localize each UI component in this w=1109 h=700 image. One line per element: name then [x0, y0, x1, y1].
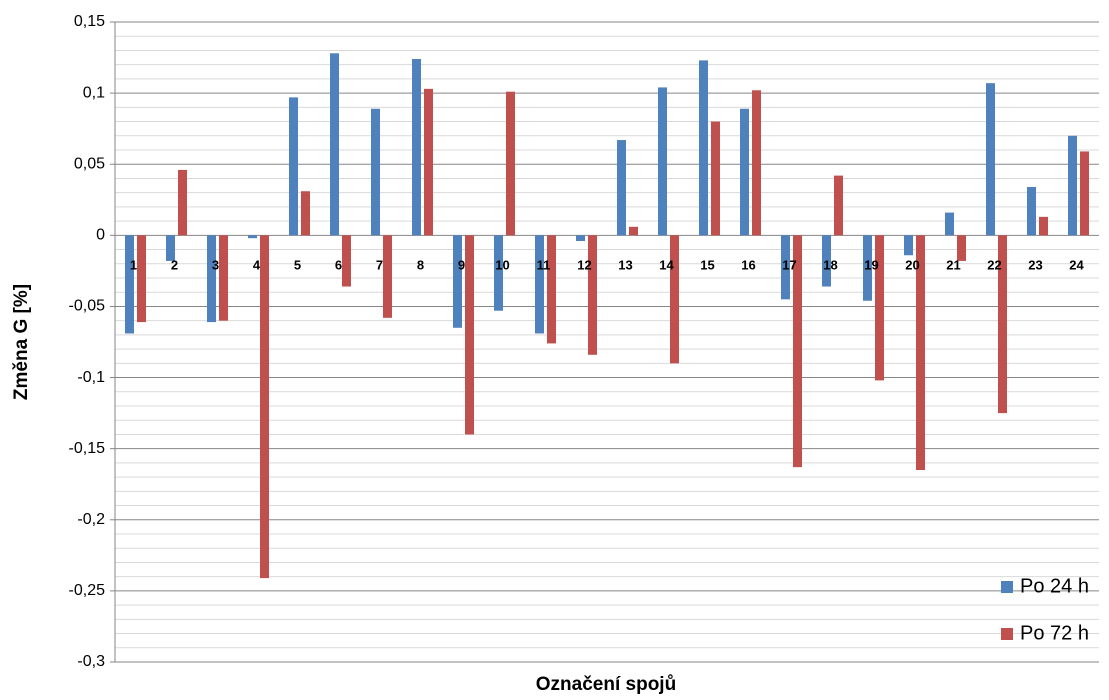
- bar: [465, 235, 474, 435]
- bar: [301, 191, 310, 236]
- x-tick-label: 8: [417, 257, 424, 272]
- bar: [137, 235, 146, 323]
- bar: [535, 235, 544, 334]
- x-tick-label: 9: [458, 257, 465, 272]
- bar: [576, 235, 585, 242]
- x-tick-label: 23: [1028, 257, 1042, 272]
- bar: [207, 235, 216, 323]
- bar: [342, 235, 351, 287]
- bar: [875, 235, 884, 381]
- bar: [506, 91, 515, 236]
- bar: [588, 235, 597, 355]
- bar: [986, 83, 995, 236]
- y-tick-label: 0,15: [74, 13, 105, 30]
- y-tick-label: -0,1: [77, 369, 105, 386]
- x-tick-label: 18: [823, 257, 837, 272]
- y-tick-label: -0,05: [69, 298, 106, 315]
- bar: [916, 235, 925, 470]
- y-tick-label: -0,25: [69, 582, 106, 599]
- bar: [617, 140, 626, 236]
- bar: [494, 235, 503, 311]
- bar: [834, 175, 843, 236]
- x-tick-label: 2: [171, 257, 178, 272]
- bar: [711, 121, 720, 236]
- y-tick-label: -0,15: [69, 440, 106, 457]
- x-axis-title: Označení spojů: [536, 674, 676, 695]
- bar: [998, 235, 1007, 414]
- x-tick-label: 16: [741, 257, 755, 272]
- x-tick-label: 20: [905, 257, 919, 272]
- y-tick-label: 0,1: [83, 84, 105, 101]
- x-tick-label: 12: [577, 257, 591, 272]
- bar: [1068, 135, 1077, 236]
- bar: [752, 90, 761, 236]
- x-tick-label: 24: [1069, 257, 1084, 272]
- y-tick-label: -0,2: [77, 511, 105, 528]
- x-tick-label: 5: [294, 257, 301, 272]
- bar: [863, 235, 872, 301]
- bar: [260, 235, 269, 579]
- x-tick-label: 22: [987, 257, 1001, 272]
- x-tick-label: 1: [130, 257, 137, 272]
- bar: [945, 212, 954, 236]
- bar: [957, 235, 966, 261]
- x-tick-label: 19: [864, 257, 878, 272]
- bar: [781, 235, 790, 300]
- bar: [658, 87, 667, 236]
- bar: [383, 235, 392, 318]
- bar: [330, 53, 339, 236]
- bar: [629, 226, 638, 236]
- bar: [166, 235, 175, 261]
- bar: [412, 58, 421, 236]
- bar: [670, 235, 679, 364]
- bar: [453, 235, 462, 328]
- bar: [248, 235, 257, 239]
- bar: [1039, 216, 1048, 236]
- bar: [699, 60, 708, 236]
- bar: [371, 108, 380, 236]
- bar: [822, 235, 831, 287]
- x-tick-label: 21: [946, 257, 960, 272]
- bar: [547, 235, 556, 344]
- x-tick-label: 14: [659, 257, 674, 272]
- legend-swatch: [1001, 581, 1013, 593]
- y-tick-label: 0,05: [74, 155, 105, 172]
- y-axis-title: Změna G [%]: [11, 284, 32, 400]
- bar: [904, 235, 913, 256]
- x-tick-label: 13: [618, 257, 632, 272]
- bar: [1080, 151, 1089, 236]
- bar: [289, 97, 298, 236]
- x-tick-label: 4: [253, 257, 261, 272]
- x-tick-label: 7: [376, 257, 383, 272]
- bar: [125, 235, 134, 334]
- x-tick-label: 17: [782, 257, 796, 272]
- x-tick-label: 6: [335, 257, 342, 272]
- legend-swatch: [1001, 628, 1013, 640]
- x-tick-label: 10: [495, 257, 509, 272]
- legend-label: Po 24 h: [1020, 575, 1089, 597]
- x-tick-label: 3: [212, 257, 219, 272]
- bar: [740, 108, 749, 236]
- x-tick-label: 11: [537, 257, 551, 272]
- bar: [793, 235, 802, 468]
- y-tick-label: -0,3: [77, 653, 105, 670]
- bar: [219, 235, 228, 321]
- bar: [424, 88, 433, 236]
- bar: [1027, 186, 1036, 236]
- x-tick-label: 15: [700, 257, 714, 272]
- legend-label: Po 72 h: [1020, 622, 1089, 644]
- bar: [178, 169, 187, 236]
- y-tick-label: 0: [96, 227, 105, 244]
